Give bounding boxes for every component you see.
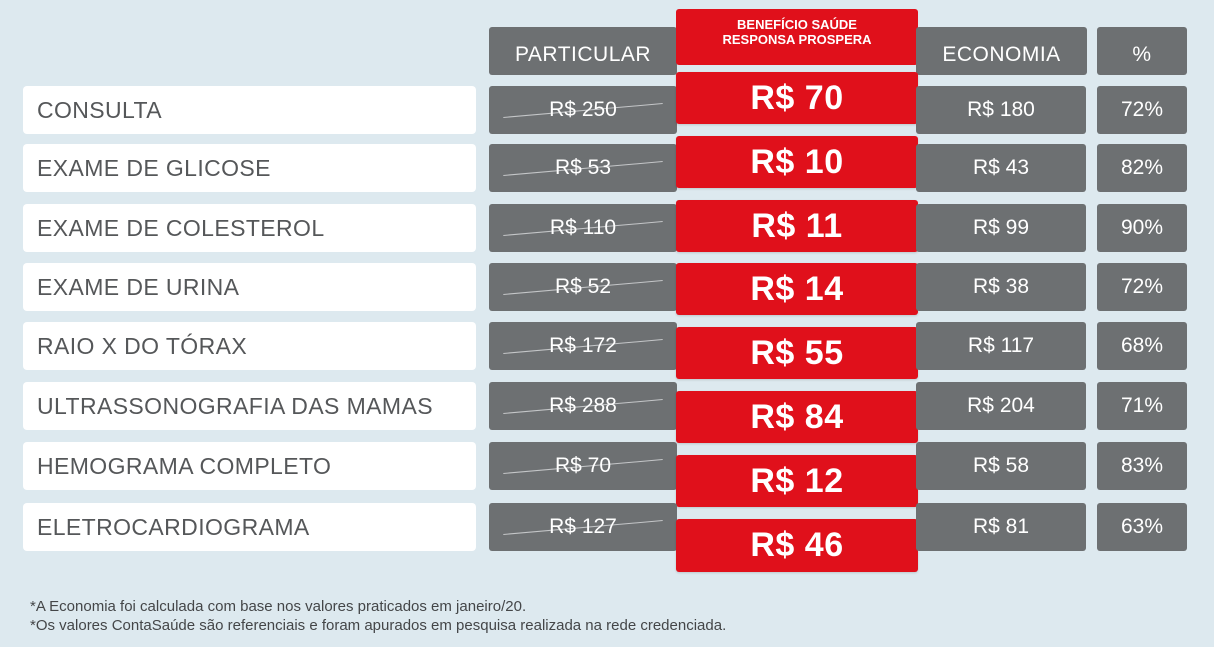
beneficio-cell-ultrassonografia: R$ 84: [676, 391, 918, 443]
beneficio-price: R$ 14: [750, 269, 844, 308]
beneficio-price: R$ 55: [750, 333, 844, 372]
beneficio-price: R$ 46: [750, 526, 844, 564]
particular-price: R$ 70: [554, 454, 612, 477]
header-particular-label: PARTICULAR: [514, 43, 652, 66]
percent-value: 90%: [1120, 216, 1164, 239]
economia-value: R$ 58: [972, 454, 1030, 477]
beneficio-cell-raio-x: R$ 55: [676, 327, 918, 379]
economia-cell-glicose: R$ 43: [916, 144, 1086, 192]
economia-value: R$ 38: [972, 275, 1030, 298]
particular-cell-raio-x: R$ 172: [489, 322, 677, 370]
economia-cell-ultrassonografia: R$ 204: [916, 382, 1086, 430]
economia-value: R$ 117: [967, 334, 1035, 357]
beneficio-cell-glicose: R$ 10: [676, 136, 918, 188]
economia-value: R$ 99: [972, 216, 1030, 239]
percent-value: 72%: [1120, 98, 1164, 121]
percent-value: 68%: [1120, 334, 1164, 357]
percent-cell-colesterol: 90%: [1097, 204, 1187, 252]
percent-value: 83%: [1120, 454, 1164, 477]
beneficio-cell-urina: R$ 14: [676, 263, 918, 315]
row-label-text: EXAME DE URINA: [37, 273, 240, 300]
particular-cell-consulta: R$ 250: [489, 86, 677, 134]
particular-cell-eletrocardiograma: R$ 127: [489, 503, 677, 551]
header-percent-label: %: [1132, 43, 1152, 66]
row-label-text: EXAME DE COLESTEROL: [37, 214, 325, 241]
beneficio-price: R$ 12: [750, 461, 844, 500]
particular-price: R$ 53: [554, 156, 612, 179]
economia-cell-raio-x: R$ 117: [916, 322, 1086, 370]
economia-cell-colesterol: R$ 99: [916, 204, 1086, 252]
particular-cell-hemograma: R$ 70: [489, 442, 677, 490]
economia-value: R$ 81: [972, 515, 1030, 538]
percent-cell-ultrassonografia: 71%: [1097, 382, 1187, 430]
row-label-text: HEMOGRAMA COMPLETO: [37, 452, 332, 479]
row-label-hemograma: HEMOGRAMA COMPLETO: [23, 442, 476, 490]
beneficio-price: R$ 84: [750, 397, 844, 436]
particular-price: R$ 110: [549, 216, 617, 239]
percent-cell-hemograma: 83%: [1097, 442, 1187, 490]
particular-cell-colesterol: R$ 110: [489, 204, 677, 252]
row-label-text: ULTRASSONOGRAFIA DAS MAMAS: [37, 392, 433, 419]
percent-value: 63%: [1120, 515, 1164, 538]
header-percent: %: [1097, 27, 1187, 75]
footnote-2: *Os valores ContaSaúde são referenciais …: [30, 617, 727, 634]
particular-price: R$ 288: [549, 394, 617, 417]
economia-cell-urina: R$ 38: [916, 263, 1086, 311]
beneficio-cell-consulta: R$ 70: [676, 72, 918, 124]
header-beneficio-line2: RESPONSA PROSPERA: [722, 32, 872, 47]
row-label-text: EXAME DE GLICOSE: [37, 154, 271, 181]
percent-value: 71%: [1120, 394, 1164, 417]
percent-value: 82%: [1120, 156, 1164, 179]
beneficio-cell-colesterol: R$ 11: [676, 200, 918, 252]
header-particular: PARTICULAR: [489, 27, 677, 75]
beneficio-price: R$ 10: [750, 142, 844, 181]
row-label-text: ELETROCARDIOGRAMA: [37, 513, 310, 540]
economia-cell-consulta: R$ 180: [916, 86, 1086, 134]
economia-value: R$ 180: [967, 98, 1035, 121]
footnote-1: *A Economia foi calculada com base nos v…: [30, 598, 527, 615]
row-label-urina: EXAME DE URINA: [23, 263, 476, 311]
percent-cell-glicose: 82%: [1097, 144, 1187, 192]
economia-value: R$ 204: [967, 394, 1035, 417]
row-label-raio-x: RAIO X DO TÓRAX: [23, 322, 476, 370]
row-label-glicose: EXAME DE GLICOSE: [23, 144, 476, 192]
economia-value: R$ 43: [972, 156, 1030, 179]
economia-cell-hemograma: R$ 58: [916, 442, 1086, 490]
row-label-colesterol: EXAME DE COLESTEROL: [23, 204, 476, 252]
particular-price: R$ 250: [549, 98, 617, 121]
beneficio-cell-eletrocardiograma: R$ 46: [676, 519, 918, 572]
particular-price: R$ 127: [549, 515, 617, 538]
percent-value: 72%: [1120, 275, 1164, 298]
row-label-consulta: CONSULTA: [23, 86, 476, 134]
percent-cell-urina: 72%: [1097, 263, 1187, 311]
particular-cell-glicose: R$ 53: [489, 144, 677, 192]
percent-cell-eletrocardiograma: 63%: [1097, 503, 1187, 551]
row-label-text: CONSULTA: [37, 96, 163, 123]
economia-cell-eletrocardiograma: R$ 81: [916, 503, 1086, 551]
row-label-ultrassonografia: ULTRASSONOGRAFIA DAS MAMAS: [23, 382, 476, 430]
row-label-eletrocardiograma: ELETROCARDIOGRAMA: [23, 503, 476, 551]
percent-cell-consulta: 72%: [1097, 86, 1187, 134]
beneficio-price: R$ 11: [751, 206, 843, 245]
header-beneficio: BENEFÍCIO SAÚDE RESPONSA PROSPERA: [676, 9, 918, 65]
header-economia-label: ECONOMIA: [942, 43, 1061, 66]
row-label-text: RAIO X DO TÓRAX: [37, 332, 248, 359]
beneficio-cell-hemograma: R$ 12: [676, 455, 918, 507]
beneficio-price: R$ 70: [750, 78, 844, 117]
particular-price: R$ 52: [554, 275, 612, 298]
percent-cell-raio-x: 68%: [1097, 322, 1187, 370]
particular-cell-ultrassonografia: R$ 288: [489, 382, 677, 430]
particular-price: R$ 172: [549, 334, 617, 357]
header-economia: ECONOMIA: [916, 27, 1087, 75]
header-beneficio-line1: BENEFÍCIO SAÚDE: [737, 17, 857, 32]
particular-cell-urina: R$ 52: [489, 263, 677, 311]
